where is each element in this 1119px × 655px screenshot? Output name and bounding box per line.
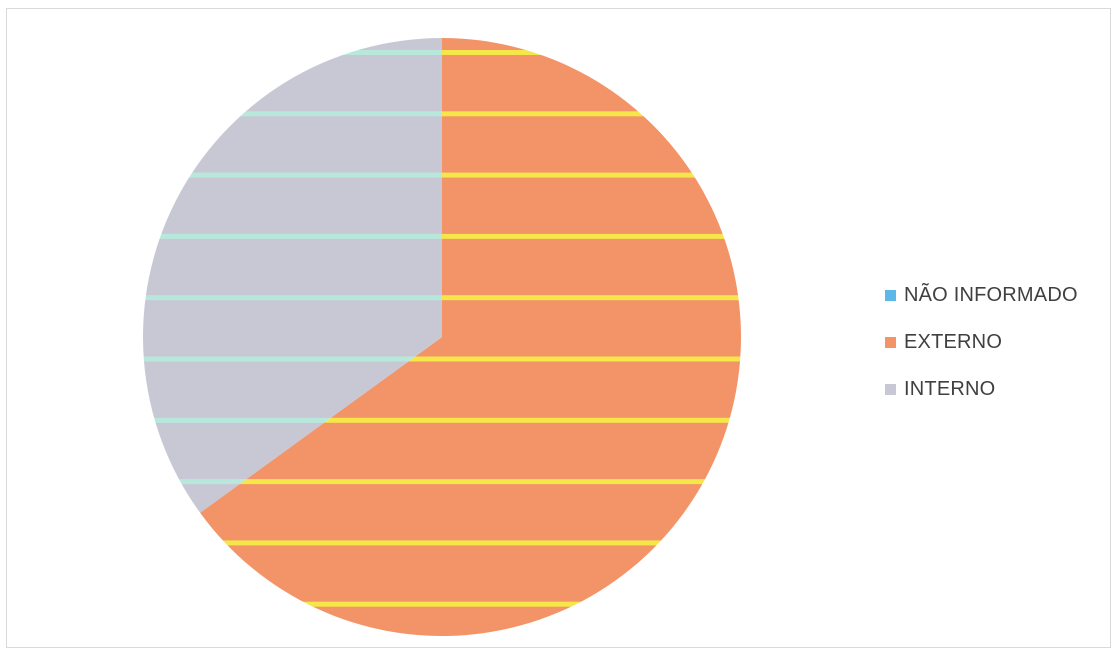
legend-label-interno: INTERNO (904, 378, 996, 400)
legend-swatch-externo (885, 337, 896, 348)
legend-item-interno: INTERNO (885, 366, 1078, 413)
legend-swatch-nao-informado (885, 290, 896, 301)
legend-swatch-interno (885, 384, 896, 395)
legend-label-nao-informado: NÃO INFORMADO (904, 284, 1078, 306)
legend-label-externo: EXTERNO (904, 331, 1003, 353)
legend-item-nao-informado: NÃO INFORMADO (885, 272, 1078, 319)
pie-slice-interno (142, 38, 442, 513)
legend: NÃO INFORMADO EXTERNO INTERNO (885, 272, 1078, 413)
pie-slice-externo (200, 38, 741, 636)
legend-item-externo: EXTERNO (885, 319, 1078, 366)
